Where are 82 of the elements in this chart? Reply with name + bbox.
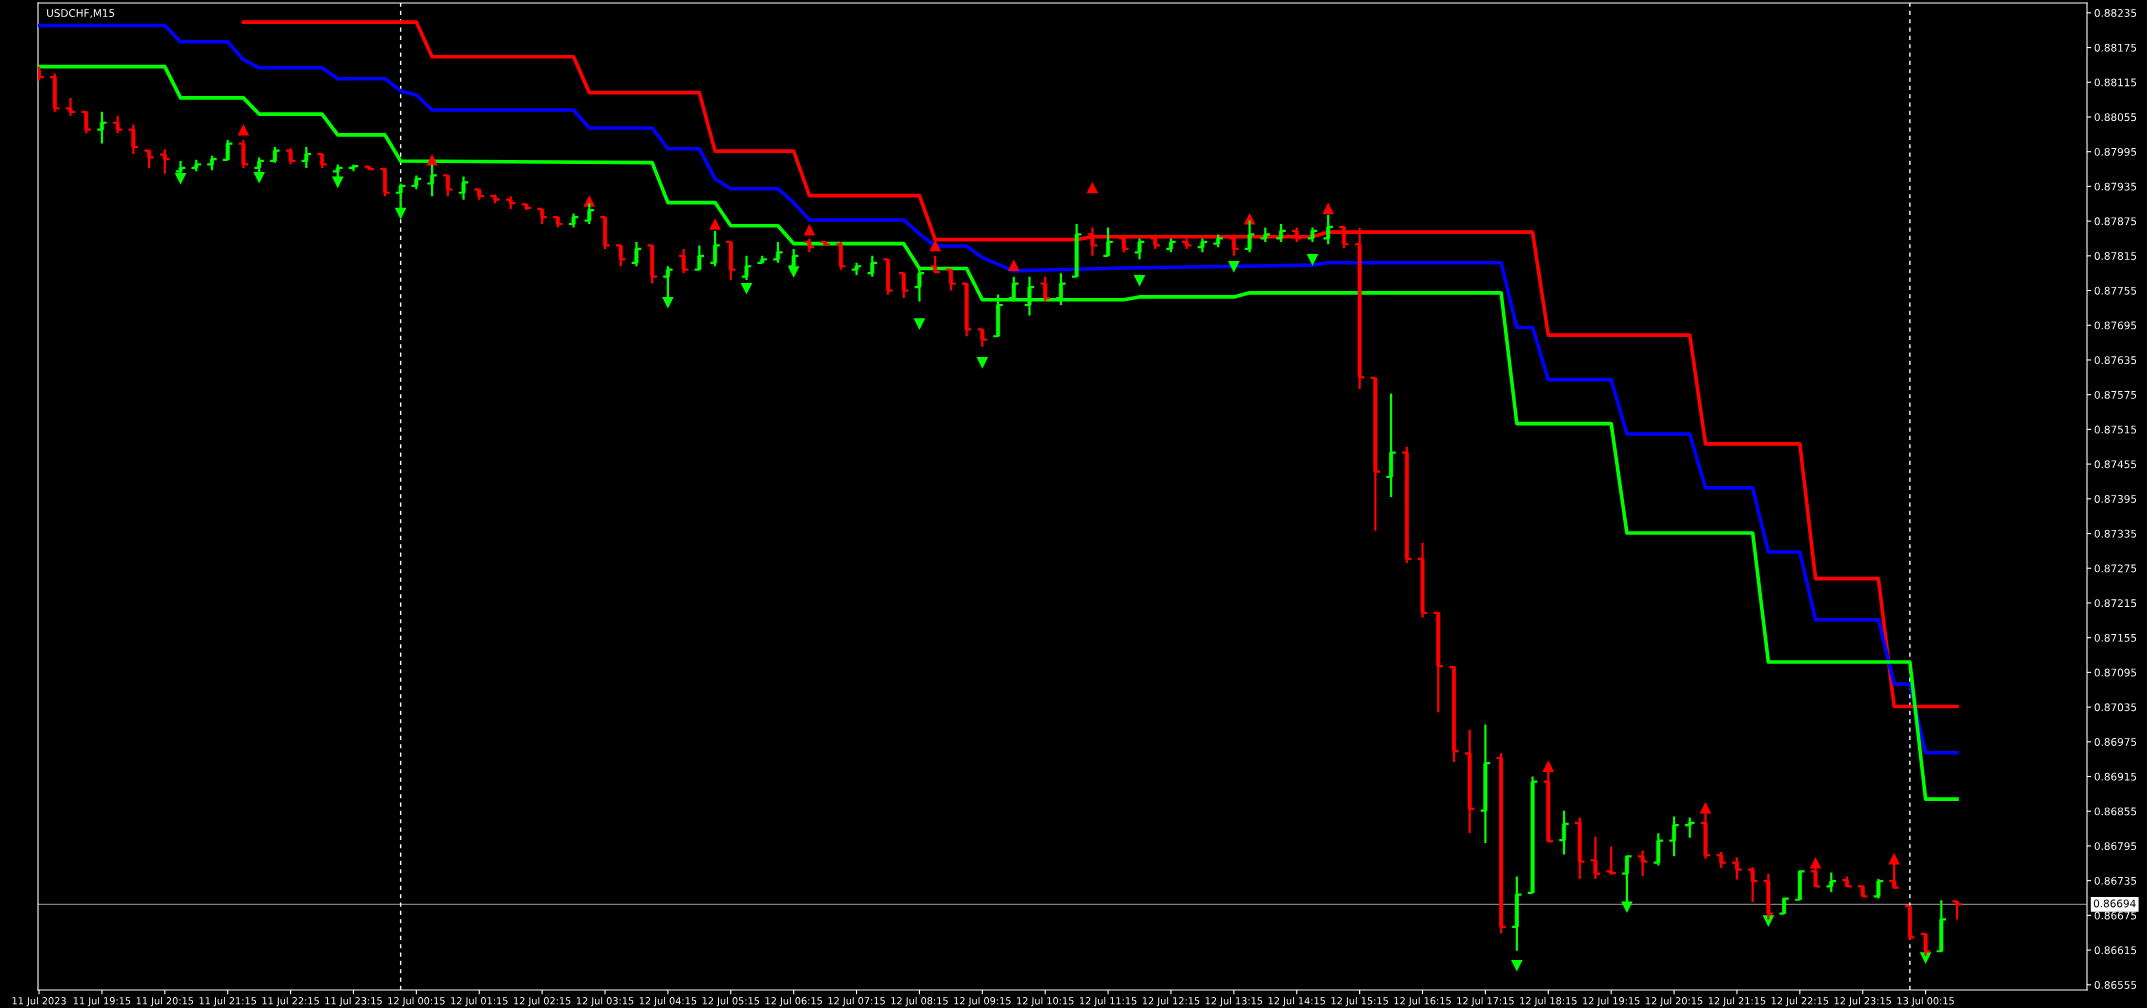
point [976, 357, 989, 369]
y-tick-label: 0.88115 [2094, 78, 2137, 87]
x-tick-label: 12 Jul 04:15 [639, 996, 697, 1007]
x-tick-label: 13 Jul 00:15 [1897, 996, 1954, 1007]
y-tick-label: 0.88055 [2094, 113, 2137, 122]
y-tick-label: 0.87815 [2094, 252, 2137, 260]
y-tick-label: 0.86615 [2094, 946, 2137, 955]
y-tick-label: 0.87695 [2094, 321, 2137, 330]
x-tick-label: 12 Jul 11:15 [1080, 996, 1137, 1007]
y-tick-label: 0.87755 [2094, 286, 2137, 295]
y-tick-label: 0.87635 [2094, 356, 2137, 365]
x-tick-label: 12 Jul 10:15 [1017, 996, 1074, 1007]
x-tick-label: 12 Jul 01:15 [451, 996, 508, 1007]
x-tick-label: 11 Jul 22:15 [262, 996, 319, 1007]
x-tick-label: 12 Jul 13:15 [1205, 996, 1263, 1007]
x-tick-label: 12 Jul 09:15 [954, 996, 1011, 1007]
x-tick-label: 12 Jul 05:15 [702, 996, 760, 1007]
x-tick-label: 11 Jul 21:15 [199, 996, 256, 1007]
x-tick-label: 12 Jul 08:15 [891, 996, 948, 1007]
point [803, 223, 816, 236]
y-tick-label: 0.86675 [2094, 911, 2137, 920]
y-tick-label: 0.88235 [2094, 9, 2137, 17]
x-tick-label: 12 Jul 19:15 [1583, 996, 1640, 1007]
x-tick-label: 11 Jul 20:15 [136, 996, 194, 1007]
x-tick-label: 12 Jul 23:15 [1834, 996, 1892, 1007]
x-tick-label: 12 Jul 18:15 [1520, 996, 1577, 1007]
y-tick-label: 0.87575 [2094, 390, 2137, 399]
point [1306, 254, 1319, 266]
y-tick-label: 0.86855 [2094, 807, 2137, 816]
y-tick-label: 0.87095 [2094, 668, 2137, 677]
y-tick-label: 0.87995 [2094, 147, 2137, 156]
x-tick-label: 11 Jul 19:15 [73, 996, 131, 1007]
x-tick-label: 12 Jul 21:15 [1708, 996, 1766, 1007]
ref-line-label: 0.86694 [2093, 899, 2136, 908]
y-tick-label: 0.87515 [2094, 425, 2137, 434]
y-tick-label: 0.87155 [2094, 633, 2137, 642]
x-tick-label: 12 Jul 00:15 [388, 996, 445, 1007]
point [174, 173, 187, 185]
point [1542, 760, 1555, 772]
x-tick-label: 12 Jul 14:15 [1268, 996, 1326, 1007]
point [913, 318, 926, 330]
text: USDCHF,M15 [47, 9, 115, 19]
x-tick-label: 12 Jul 17:15 [1457, 996, 1514, 1007]
y-tick-label: 0.87275 [2094, 564, 2137, 573]
point [237, 123, 250, 136]
point [426, 153, 438, 166]
x-tick-label: 12 Jul 02:15 [514, 996, 571, 1007]
point [1621, 901, 1633, 914]
y-tick-label: 0.86915 [2094, 772, 2137, 781]
y-tick-label: 0.87395 [2094, 495, 2137, 503]
point [1086, 181, 1099, 194]
y-tick-label: 0.86555 [2094, 981, 2137, 989]
y-tick-label: 0.86795 [2094, 842, 2137, 851]
x-tick-label: 11 Jul 23:15 [325, 996, 382, 1007]
x-tick-label: 12 Jul 07:15 [828, 996, 885, 1007]
y-tick-label: 0.87875 [2094, 217, 2137, 226]
x-tick-label: 12 Jul 16:15 [1394, 996, 1451, 1007]
point [709, 218, 721, 230]
y-tick-label: 0.87935 [2094, 182, 2137, 191]
point [1007, 259, 1020, 271]
point [1322, 202, 1334, 215]
point [1133, 274, 1146, 287]
y-tick-label: 0.86735 [2094, 876, 2137, 885]
point [1228, 261, 1240, 273]
line-series [241, 20, 1959, 709]
y-tick-label: 0.86975 [2094, 738, 2137, 746]
x-tick-label: 11 Jul 2023 [12, 996, 66, 1007]
y-tick-label: 0.88175 [2094, 43, 2137, 52]
x-tick-label: 12 Jul 22:15 [1771, 996, 1829, 1007]
x-tick-label: 12 Jul 12:15 [1142, 996, 1200, 1007]
point [331, 176, 344, 189]
y-tick-label: 0.87335 [2094, 529, 2137, 538]
x-tick-label: 12 Jul 06:15 [765, 996, 822, 1007]
point [1511, 959, 1523, 972]
point [740, 282, 753, 295]
y-tick-label: 0.87455 [2094, 460, 2137, 469]
y-tick-label: 0.87215 [2094, 599, 2137, 608]
x-tick-label: 12 Jul 20:15 [1645, 996, 1703, 1007]
y-tick-label: 0.87035 [2094, 703, 2137, 712]
x-tick-label: 12 Jul 15:15 [1331, 996, 1388, 1007]
point [394, 207, 407, 220]
x-tick-label: 12 Jul 03:15 [576, 996, 634, 1007]
